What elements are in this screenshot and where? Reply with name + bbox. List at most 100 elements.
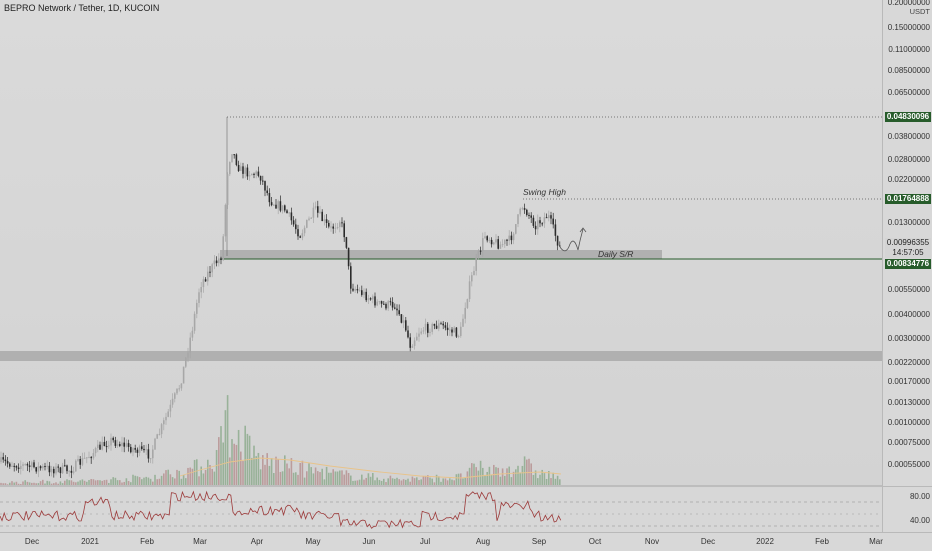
candle-body [9, 463, 11, 467]
candle-body [422, 330, 425, 332]
candle-body [48, 465, 51, 473]
volume-bar [110, 479, 112, 486]
volume-bar [251, 457, 253, 486]
volume-bar [317, 471, 319, 486]
candle-body [328, 222, 330, 227]
candle-body [138, 446, 141, 453]
volume-bar [405, 479, 407, 486]
volume-bar [323, 479, 326, 486]
candle-body [486, 236, 488, 241]
candle-body [416, 336, 418, 341]
candle-body [493, 242, 495, 245]
candle-body [264, 181, 266, 191]
volume-bar [442, 478, 444, 486]
candle-body [380, 301, 383, 304]
candle-body [352, 288, 354, 291]
candle-body [528, 214, 530, 216]
candle-body [204, 279, 207, 282]
candle-body [453, 327, 455, 333]
volume-bar [218, 437, 220, 486]
volume-bar [240, 451, 242, 486]
volume-bar [171, 477, 174, 486]
candle-body [389, 301, 392, 303]
candle-body [433, 323, 436, 326]
price-chart[interactable] [0, 0, 882, 486]
volume-bar [424, 475, 427, 486]
daily-sr-zone [220, 250, 662, 259]
volume-bar [281, 471, 284, 486]
candle-body [438, 323, 440, 329]
volume-bar [44, 483, 46, 486]
main-chart-pane[interactable]: BEPRO Network / Tether, 1D, KUCOIN Swing… [0, 0, 882, 486]
candle-body [31, 462, 33, 468]
rsi-pane[interactable] [0, 488, 882, 532]
candle-body [231, 154, 233, 163]
volume-bar [438, 476, 440, 486]
bar-countdown: 14:57:05 [885, 248, 931, 258]
candle-body [279, 201, 282, 211]
volume-bar [145, 476, 147, 486]
volume-bar [270, 458, 273, 486]
volume-bar [204, 469, 207, 486]
time-label: Nov [644, 537, 660, 546]
rsi-axis[interactable]: 80.00 40.00 [882, 486, 932, 533]
volume-bar [273, 473, 275, 486]
price-tick: 0.00055000 [887, 460, 930, 469]
candle-body [510, 235, 513, 241]
price-tick: 0.00130000 [887, 398, 930, 407]
volume-bar [374, 480, 376, 486]
support-zone-lower [0, 351, 882, 361]
volume-bar [479, 460, 482, 486]
candle-body [259, 175, 262, 181]
candle-body [35, 467, 37, 472]
volume-bar [53, 483, 55, 486]
candle-body [112, 437, 114, 441]
volume-bar [455, 474, 458, 486]
volume-bar [299, 462, 301, 486]
price-axis[interactable]: USDT 0.20000000 0.15000000 0.11000000 0.… [882, 0, 932, 486]
candle-body [391, 301, 394, 308]
candle-body [413, 340, 416, 346]
candle-body [429, 331, 431, 333]
candle-body [169, 404, 172, 412]
candle-body [101, 441, 103, 450]
time-label: Mar [869, 537, 883, 546]
volume-bar [550, 478, 552, 486]
candle-body [314, 206, 317, 208]
volume-bar [156, 479, 158, 486]
candle-body [253, 173, 255, 175]
volume-bar [552, 472, 554, 486]
symbol-title[interactable]: BEPRO Network / Tether, 1D, KUCOIN [4, 3, 160, 13]
candle-body [442, 323, 444, 326]
candle-body [163, 420, 165, 425]
volume-bar [306, 471, 308, 486]
volume-bar [356, 480, 359, 486]
volume-bar [211, 468, 213, 486]
volume-bar [303, 477, 306, 486]
volume-bar [48, 481, 51, 486]
volume-bar [453, 480, 455, 486]
candle-body [266, 190, 268, 194]
volume-bar [262, 455, 264, 486]
candle-body [427, 323, 429, 333]
candle-body [537, 220, 539, 230]
volume-bar [310, 467, 312, 486]
volume-bar [237, 429, 240, 486]
volume-bar [55, 482, 57, 486]
candle-body [308, 218, 310, 220]
volume-bar [2, 483, 4, 486]
pane-separator[interactable] [0, 485, 882, 487]
volume-bar [180, 478, 183, 486]
volume-bar [13, 482, 15, 486]
volume-bar [312, 473, 315, 486]
candle-body [20, 465, 22, 470]
volume-bar [209, 465, 211, 486]
time-axis[interactable]: Dec 2021 Feb Mar Apr May Jun Jul Aug Sep… [0, 532, 932, 551]
volume-bar [387, 478, 389, 486]
candle-body [336, 227, 339, 229]
candle-body [222, 236, 224, 260]
candle-body [550, 215, 552, 219]
volume-bar [460, 473, 462, 486]
candle-body [539, 220, 541, 224]
volume-bar [543, 473, 546, 486]
